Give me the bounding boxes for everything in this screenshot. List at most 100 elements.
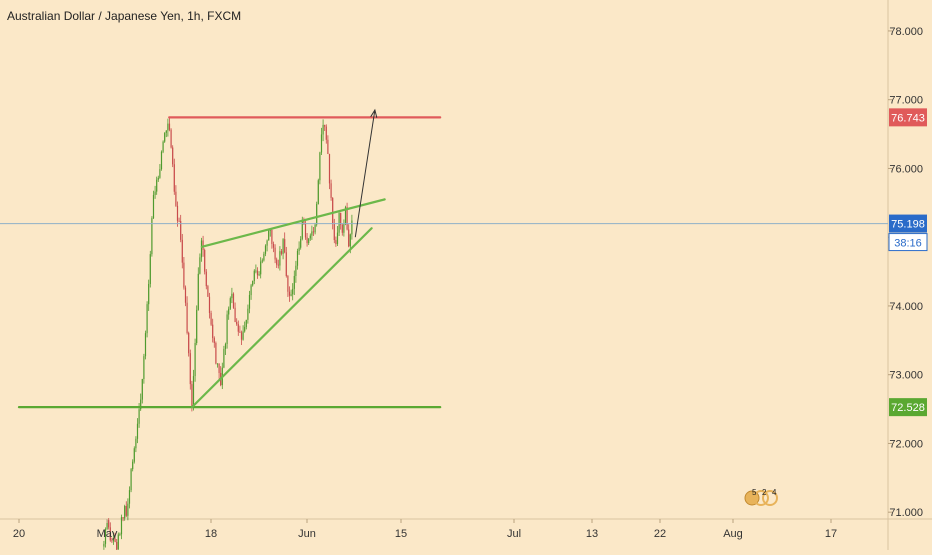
price-badges: 76.743 75.198 38:16 72.528 xyxy=(888,108,928,417)
candle-body xyxy=(164,132,166,142)
price-tick-label: 77.000 xyxy=(889,95,923,107)
candle-body xyxy=(288,291,291,296)
candle-body xyxy=(229,298,231,309)
candle-body xyxy=(116,541,118,550)
candle-body xyxy=(117,534,119,550)
candle-body xyxy=(239,331,241,333)
candle-body xyxy=(168,123,171,130)
legend-badge: 5 xyxy=(752,488,757,497)
candle-body xyxy=(285,252,287,276)
candle-body xyxy=(351,220,353,235)
candle-body xyxy=(317,180,319,205)
price-tick-label: 74.000 xyxy=(889,301,923,313)
legend-badges: 5 2 4 xyxy=(744,488,778,506)
candle-body xyxy=(232,293,235,308)
candle-body xyxy=(112,538,115,542)
candle-body xyxy=(162,141,164,152)
candle-body xyxy=(178,220,180,222)
candle-body xyxy=(194,343,196,377)
candle-body xyxy=(335,240,337,245)
candle-body xyxy=(341,224,343,233)
price-badge xyxy=(889,108,927,127)
candle-body xyxy=(151,218,153,255)
candle-body xyxy=(120,517,123,535)
candle-body xyxy=(333,223,335,241)
candle-body xyxy=(144,333,147,357)
price-badge-label: 76.743 xyxy=(891,112,925,124)
events-ring-icon xyxy=(753,490,769,506)
price-tick-label: 78.000 xyxy=(889,26,923,38)
candle-body xyxy=(303,219,305,224)
candle-body xyxy=(135,438,137,449)
time-tick-label: 13 xyxy=(586,528,598,540)
candle-body xyxy=(173,164,175,192)
candle-body xyxy=(231,293,233,299)
candle-body xyxy=(111,540,113,542)
candle-body xyxy=(263,253,265,261)
candle-body xyxy=(208,296,211,314)
events-ring-icon xyxy=(762,490,778,506)
candle-body xyxy=(309,235,311,239)
candle-body xyxy=(343,224,345,233)
time-tick-label: 22 xyxy=(654,528,666,540)
candle-body xyxy=(324,124,326,127)
candle-body xyxy=(245,319,247,328)
candle-body xyxy=(215,342,217,364)
candle-body xyxy=(202,240,204,250)
candle-body xyxy=(186,302,188,333)
candle-body xyxy=(292,288,294,295)
time-tick-label: Aug xyxy=(723,528,743,540)
candle-body xyxy=(159,169,161,178)
candle-body xyxy=(264,245,267,254)
candle-body xyxy=(199,257,201,274)
candle-body xyxy=(319,152,321,181)
candle-body xyxy=(109,527,111,541)
candle-body xyxy=(284,239,286,253)
candle-body xyxy=(108,520,110,528)
candle-body xyxy=(261,260,263,262)
candle-body xyxy=(224,343,227,349)
candle-body xyxy=(248,295,251,309)
time-tick-label: Jun xyxy=(298,528,316,540)
candle-body xyxy=(252,280,254,286)
candle-body xyxy=(212,324,214,339)
price-badge xyxy=(889,214,927,233)
candles-layer xyxy=(103,117,353,554)
candle-body xyxy=(344,207,347,225)
lines-layer xyxy=(0,108,888,409)
candle-body xyxy=(114,538,116,542)
candle-body xyxy=(148,283,150,305)
candle-body xyxy=(207,286,209,297)
candle-body xyxy=(312,231,315,233)
candle-body xyxy=(136,423,139,439)
arrow-head-icon xyxy=(370,108,378,118)
candle-body xyxy=(325,126,327,140)
candle-body xyxy=(306,237,308,244)
candle-body xyxy=(176,205,179,221)
candle-body xyxy=(165,130,167,133)
candle-body xyxy=(247,308,249,320)
candle-body xyxy=(346,207,348,230)
candle-body xyxy=(330,183,332,198)
candle-body xyxy=(255,270,257,272)
candle-body xyxy=(127,503,129,516)
candle-body xyxy=(125,505,127,516)
candle-body xyxy=(320,134,323,153)
candle-body xyxy=(104,529,107,544)
candle-body xyxy=(279,251,281,266)
candle-body xyxy=(296,250,299,266)
price-badge-label: 75.198 xyxy=(891,219,925,231)
candle-body xyxy=(338,212,340,233)
candle-body xyxy=(196,309,198,344)
chart-title: Australian Dollar / Japanese Yen, 1h, FX… xyxy=(7,9,241,23)
price-tick-label: 76.000 xyxy=(889,163,923,175)
candle-body xyxy=(119,534,121,536)
candle-body xyxy=(223,348,225,368)
candle-body xyxy=(103,543,105,547)
price-badge-label: 72.528 xyxy=(891,402,925,414)
price-tick-label: 71.000 xyxy=(889,507,923,519)
countdown-label: 38:16 xyxy=(894,238,922,250)
candle-body xyxy=(141,379,143,400)
candle-body xyxy=(154,191,156,195)
